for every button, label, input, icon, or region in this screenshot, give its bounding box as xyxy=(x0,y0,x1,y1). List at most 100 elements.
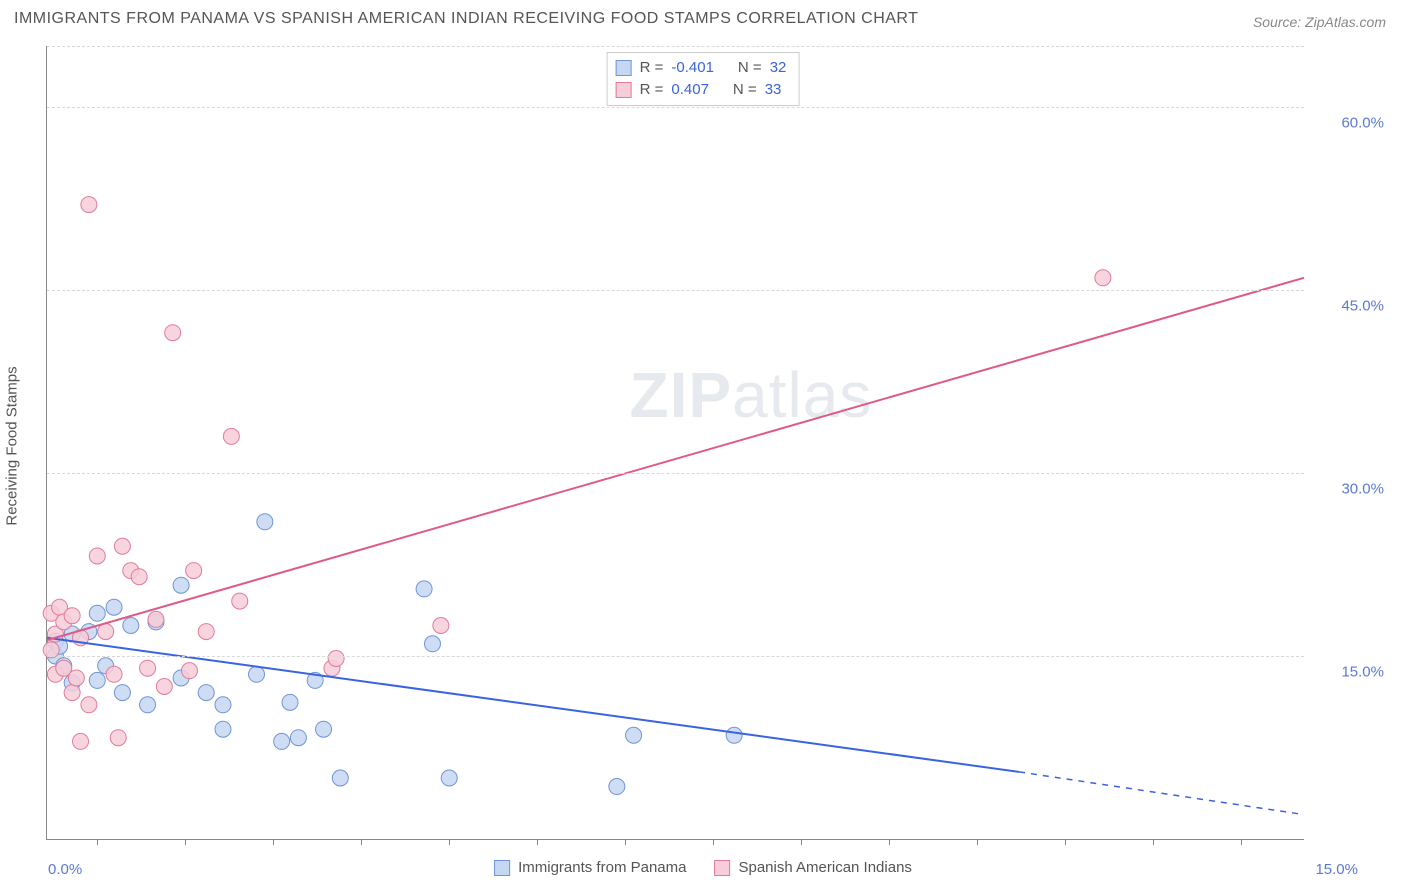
data-point xyxy=(114,685,130,701)
data-point xyxy=(232,593,248,609)
data-point xyxy=(198,624,214,640)
data-point xyxy=(64,608,80,624)
correlation-legend: R =-0.401N =32R = 0.407N =33 xyxy=(607,52,800,106)
data-point xyxy=(106,599,122,615)
data-point xyxy=(173,577,189,593)
y-tick-label: 60.0% xyxy=(1314,115,1384,132)
y-tick-label: 30.0% xyxy=(1314,481,1384,498)
data-point xyxy=(114,538,130,554)
legend-n-label: N = xyxy=(738,57,762,79)
data-point xyxy=(123,618,139,634)
legend-r-label: R = xyxy=(640,79,664,101)
y-axis-title: Receiving Food Stamps xyxy=(4,366,21,525)
data-point xyxy=(257,514,273,530)
data-point xyxy=(89,605,105,621)
x-tick xyxy=(361,839,362,845)
x-tick xyxy=(977,839,978,845)
x-tick xyxy=(1153,839,1154,845)
x-axis-end-label: 15.0% xyxy=(1315,861,1358,878)
grid-line xyxy=(47,46,1304,47)
x-tick xyxy=(889,839,890,845)
data-point xyxy=(328,650,344,666)
data-point xyxy=(626,727,642,743)
legend-n-value: 32 xyxy=(770,57,787,79)
legend-row: R = -0.401 N = 32 xyxy=(616,57,787,79)
x-tick xyxy=(1241,839,1242,845)
grid-line xyxy=(47,107,1304,108)
trend-line-extension xyxy=(1019,772,1304,815)
data-point xyxy=(249,666,265,682)
x-tick xyxy=(449,839,450,845)
trend-line xyxy=(47,278,1304,640)
data-point xyxy=(416,581,432,597)
data-point xyxy=(181,663,197,679)
series-legend: Immigrants from Panama Spanish American I… xyxy=(494,859,912,876)
x-tick xyxy=(801,839,802,845)
data-point xyxy=(186,563,202,579)
x-axis-start-label: 0.0% xyxy=(48,861,82,878)
x-tick xyxy=(185,839,186,845)
legend-r-label: R = xyxy=(640,57,664,79)
data-point xyxy=(156,679,172,695)
data-point xyxy=(223,428,239,444)
data-point xyxy=(215,721,231,737)
data-point xyxy=(106,666,122,682)
plot-svg xyxy=(47,46,1304,839)
data-point xyxy=(81,197,97,213)
legend-item: Spanish American Indians xyxy=(714,859,911,876)
data-point xyxy=(148,611,164,627)
data-point xyxy=(81,697,97,713)
data-point xyxy=(110,730,126,746)
chart-title: IMMIGRANTS FROM PANAMA VS SPANISH AMERIC… xyxy=(14,10,918,28)
chart-plot-area: ZIPatlas 15.0%30.0%45.0%60.0% xyxy=(46,46,1304,840)
data-point xyxy=(433,618,449,634)
legend-item: Immigrants from Panama xyxy=(494,859,686,876)
data-point xyxy=(726,727,742,743)
x-tick xyxy=(97,839,98,845)
x-tick xyxy=(537,839,538,845)
data-point xyxy=(609,779,625,795)
x-tick xyxy=(273,839,274,845)
data-point xyxy=(131,569,147,585)
x-tick xyxy=(1065,839,1066,845)
data-point xyxy=(290,730,306,746)
legend-label: Spanish American Indians xyxy=(738,859,911,876)
legend-n-value: 33 xyxy=(765,79,782,101)
y-tick-label: 45.0% xyxy=(1314,298,1384,315)
legend-swatch xyxy=(616,82,632,98)
grid-line xyxy=(47,473,1304,474)
data-point xyxy=(441,770,457,786)
data-point xyxy=(274,733,290,749)
legend-r-value: -0.401 xyxy=(671,57,714,79)
data-point xyxy=(215,697,231,713)
legend-swatch xyxy=(616,60,632,76)
data-point xyxy=(98,624,114,640)
legend-swatch xyxy=(494,860,510,876)
x-tick xyxy=(713,839,714,845)
data-point xyxy=(64,685,80,701)
grid-line xyxy=(47,290,1304,291)
legend-row: R = 0.407 N = 33 xyxy=(616,79,787,101)
legend-label: Immigrants from Panama xyxy=(518,859,686,876)
data-point xyxy=(165,325,181,341)
y-tick-label: 15.0% xyxy=(1314,664,1384,681)
data-point xyxy=(89,672,105,688)
trend-line xyxy=(47,638,1019,772)
data-point xyxy=(89,548,105,564)
legend-swatch xyxy=(714,860,730,876)
data-point xyxy=(73,733,89,749)
data-point xyxy=(140,660,156,676)
data-point xyxy=(198,685,214,701)
data-point xyxy=(424,636,440,652)
data-point xyxy=(316,721,332,737)
data-point xyxy=(1095,270,1111,286)
data-point xyxy=(282,694,298,710)
data-point xyxy=(68,670,84,686)
data-point xyxy=(332,770,348,786)
grid-line xyxy=(47,656,1304,657)
legend-n-label: N = xyxy=(733,79,757,101)
source-label: Source: ZipAtlas.com xyxy=(1253,14,1386,30)
x-tick xyxy=(625,839,626,845)
data-point xyxy=(140,697,156,713)
legend-r-value: 0.407 xyxy=(671,79,709,101)
